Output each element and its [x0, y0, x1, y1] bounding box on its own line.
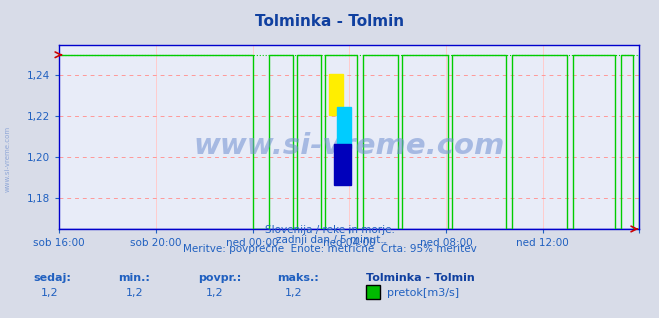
Text: www.si-vreme.com: www.si-vreme.com	[194, 132, 505, 160]
Bar	[333, 144, 351, 185]
Text: pretok[m3/s]: pretok[m3/s]	[387, 288, 459, 298]
Text: sedaj:: sedaj:	[33, 273, 71, 283]
Text: www.si-vreme.com: www.si-vreme.com	[5, 126, 11, 192]
Text: povpr.:: povpr.:	[198, 273, 241, 283]
Text: maks.:: maks.:	[277, 273, 318, 283]
Text: min.:: min.:	[119, 273, 150, 283]
Bar	[337, 107, 351, 148]
Text: 1,2: 1,2	[127, 288, 144, 298]
Text: 1,2: 1,2	[285, 288, 302, 298]
Text: 1,2: 1,2	[41, 288, 58, 298]
Bar	[329, 74, 343, 114]
Text: Meritve: povprečne  Enote: metrične  Črta: 95% meritev: Meritve: povprečne Enote: metrične Črta:…	[183, 243, 476, 254]
Text: Tolminka - Tolmin: Tolminka - Tolmin	[366, 273, 474, 283]
Text: Slovenija / reke in morje.: Slovenija / reke in morje.	[264, 225, 395, 235]
Text: Tolminka - Tolmin: Tolminka - Tolmin	[255, 14, 404, 29]
Text: 1,2: 1,2	[206, 288, 223, 298]
Text: zadnji dan / 5 minut.: zadnji dan / 5 minut.	[275, 235, 384, 245]
